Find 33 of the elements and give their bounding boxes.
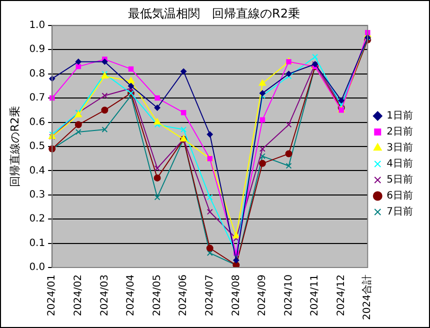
y-tick-label: 0.7 — [29, 92, 46, 104]
y-tick-label: 0.6 — [29, 116, 46, 128]
legend-label: 3日前 — [386, 142, 414, 154]
x-tick-label: 2024/02 — [72, 274, 84, 316]
y-tick-label: 0.1 — [29, 238, 46, 249]
legend-label: 4日前 — [386, 158, 414, 170]
x-tick-label: 2024/03 — [99, 274, 110, 316]
x-tick-label: 2024/06 — [178, 274, 190, 316]
y-tick-label: 0.4 — [29, 165, 46, 176]
x-tick-label: 2024/01 — [46, 274, 58, 316]
y-tick-label: 1.0 — [29, 20, 46, 31]
legend-label: 6日前 — [386, 190, 414, 202]
legend-label: 5日前 — [386, 174, 414, 186]
x-tick-label: 2024/04 — [126, 274, 137, 316]
x-tick-label: 2024/08 — [230, 274, 242, 316]
x-tick-label: 2024/11 — [310, 274, 321, 316]
x-tick-label: 2024/10 — [283, 274, 294, 316]
y-tick-label: 0.9 — [29, 44, 46, 56]
chart-title: 最低気温相関 回帰直線のR2乗 — [128, 6, 300, 20]
legend-label: 2日前 — [386, 126, 414, 138]
y-tick-label: 0.5 — [29, 141, 46, 152]
x-tick-label: 2024/12 — [336, 274, 347, 316]
legend-label: 7日前 — [386, 206, 414, 218]
y-axis-title: 回帰直線のR2乗 — [8, 106, 22, 187]
x-tick-label: 2024合計 — [361, 274, 374, 320]
x-tick-label: 2024/07 — [204, 274, 216, 316]
x-tick-label: 2024/09 — [257, 274, 268, 316]
legend-label: 1日前 — [386, 110, 414, 122]
x-tick-label: 2024/05 — [152, 274, 163, 316]
y-tick-label: 0.8 — [29, 68, 46, 80]
y-tick-label: 0.0 — [29, 262, 46, 274]
y-tick-label: 0.2 — [29, 214, 46, 225]
y-tick-label: 0.3 — [29, 190, 46, 200]
